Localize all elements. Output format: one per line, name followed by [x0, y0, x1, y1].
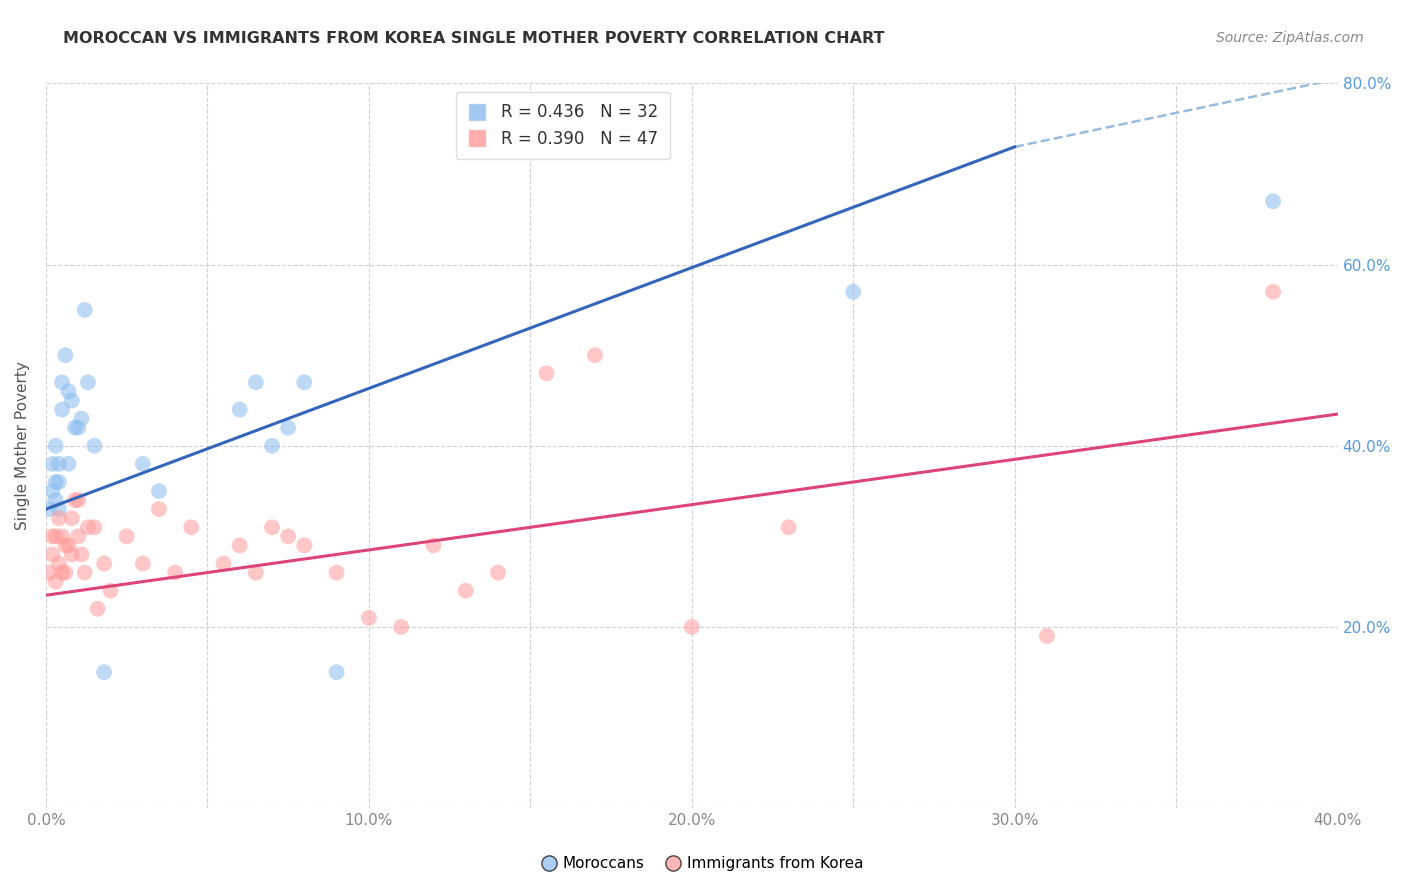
Point: [45, 493, 67, 508]
Point: [67, 420, 90, 434]
Point: [1036, 629, 1059, 643]
Point: [48, 457, 70, 471]
Point: [73, 302, 96, 317]
Point: [58, 384, 80, 399]
Y-axis label: Single Mother Poverty: Single Mother Poverty: [15, 361, 30, 530]
Point: [41, 548, 63, 562]
Point: [58, 538, 80, 552]
Point: [63, 420, 86, 434]
Point: [357, 611, 380, 625]
Point: [67, 493, 90, 508]
Point: [58, 457, 80, 471]
Text: MOROCCAN VS IMMIGRANTS FROM KOREA SINGLE MOTHER POVERTY CORRELATION CHART: MOROCCAN VS IMMIGRANTS FROM KOREA SINGLE…: [63, 31, 884, 46]
Point: [51, 376, 73, 390]
Point: [325, 566, 347, 580]
Point: [53, 348, 76, 362]
Point: [583, 348, 606, 362]
Point: [100, 583, 122, 598]
Point: [389, 620, 412, 634]
Point: [41, 484, 63, 499]
Point: [51, 566, 73, 580]
Point: [778, 520, 800, 534]
Point: [148, 502, 170, 516]
Point: [228, 402, 250, 417]
Point: [53, 538, 76, 552]
Point: [325, 665, 347, 680]
Point: [48, 502, 70, 516]
Point: [1261, 285, 1284, 299]
Point: [67, 529, 90, 543]
Point: [212, 557, 235, 571]
Point: [277, 420, 299, 434]
Point: [60, 511, 83, 525]
Point: [422, 538, 444, 552]
Point: [51, 529, 73, 543]
Text: Source: ZipAtlas.com: Source: ZipAtlas.com: [1216, 31, 1364, 45]
Point: [245, 566, 267, 580]
Point: [48, 511, 70, 525]
Point: [63, 493, 86, 508]
Point: [260, 439, 283, 453]
Point: [77, 520, 100, 534]
Point: [148, 484, 170, 499]
Point: [53, 566, 76, 580]
Point: [60, 393, 83, 408]
Point: [77, 376, 100, 390]
Point: [60, 548, 83, 562]
Point: [180, 520, 202, 534]
Point: [292, 538, 315, 552]
Point: [38, 502, 60, 516]
Point: [45, 475, 67, 489]
Point: [228, 538, 250, 552]
Point: [93, 557, 115, 571]
Point: [45, 574, 67, 589]
Legend: R = 0.436   N = 32, R = 0.390   N = 47: R = 0.436 N = 32, R = 0.390 N = 47: [456, 92, 669, 160]
Point: [132, 457, 155, 471]
Point: [260, 520, 283, 534]
Point: [165, 566, 187, 580]
Point: [83, 439, 105, 453]
Legend: Moroccans, Immigrants from Korea: Moroccans, Immigrants from Korea: [536, 850, 870, 877]
Point: [842, 285, 865, 299]
Point: [454, 583, 477, 598]
Point: [38, 566, 60, 580]
Point: [681, 620, 703, 634]
Point: [277, 529, 299, 543]
Point: [93, 665, 115, 680]
Point: [45, 529, 67, 543]
Point: [1261, 194, 1284, 209]
Point: [536, 366, 558, 380]
Point: [48, 557, 70, 571]
Point: [115, 529, 138, 543]
Point: [86, 602, 108, 616]
Point: [70, 548, 93, 562]
Point: [51, 402, 73, 417]
Point: [73, 566, 96, 580]
Point: [245, 376, 267, 390]
Point: [83, 520, 105, 534]
Point: [48, 475, 70, 489]
Point: [41, 529, 63, 543]
Point: [132, 557, 155, 571]
Point: [70, 411, 93, 425]
Point: [45, 439, 67, 453]
Point: [41, 457, 63, 471]
Point: [292, 376, 315, 390]
Point: [486, 566, 509, 580]
